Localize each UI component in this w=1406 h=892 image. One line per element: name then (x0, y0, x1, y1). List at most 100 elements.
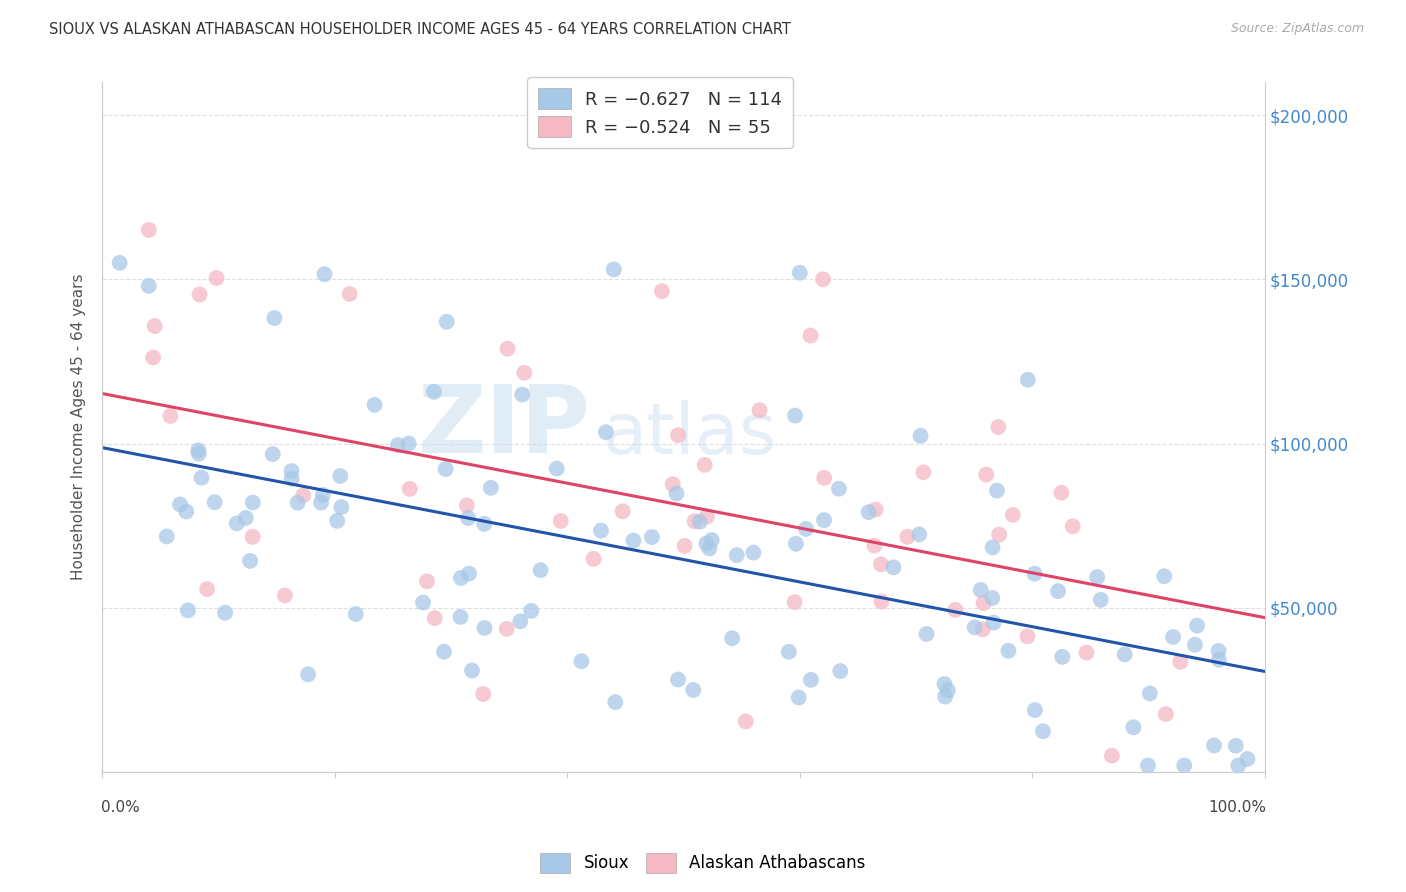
Point (983, 615, 1005, 630)
Point (479, 481, 502, 495)
Point (529, 563, 551, 577)
Point (550, 514, 572, 528)
Point (651, 284, 673, 298)
Point (274, 589, 297, 603)
Point (665, 486, 688, 500)
Point (981, 591, 1004, 605)
Text: ZIP: ZIP (418, 381, 591, 473)
Point (330, 500, 353, 514)
Text: 0.0%: 0.0% (101, 800, 139, 814)
Point (641, 530, 664, 544)
Point (799, 328, 821, 343)
Point (472, 516, 495, 531)
Point (870, 558, 893, 572)
Point (546, 461, 568, 475)
Point (242, 530, 264, 544)
Point (908, 527, 931, 541)
Point (1236, 752, 1258, 766)
Point (742, 546, 765, 560)
Point (495, 622, 517, 636)
Point (195, 582, 218, 596)
Point (1168, 655, 1191, 669)
Point (936, 683, 959, 698)
Point (748, 403, 770, 417)
Point (1024, 703, 1046, 717)
Point (1076, 646, 1098, 660)
Point (811, 272, 834, 286)
Point (138, 223, 160, 237)
Point (896, 530, 918, 544)
Point (700, 533, 723, 547)
Point (1032, 724, 1054, 739)
Point (177, 603, 200, 617)
Point (1208, 653, 1230, 667)
Point (456, 499, 478, 513)
Point (1085, 570, 1108, 584)
Point (981, 541, 1004, 555)
Point (1017, 373, 1039, 387)
Point (721, 632, 744, 646)
Point (1202, 739, 1225, 753)
Point (589, 524, 612, 538)
Point (666, 673, 689, 687)
Point (363, 398, 385, 412)
Point (882, 560, 904, 574)
Point (813, 471, 835, 485)
Point (1136, 758, 1159, 772)
Point (1052, 649, 1074, 664)
Legend: R = −0.627   N = 114, R = −0.524   N = 55: R = −0.627 N = 114, R = −0.524 N = 55 (527, 78, 793, 148)
Point (973, 596, 995, 610)
Point (510, 387, 533, 401)
Point (1101, 748, 1123, 763)
Point (423, 611, 446, 625)
Point (235, 511, 257, 525)
Point (239, 554, 262, 568)
Point (1017, 629, 1039, 643)
Point (520, 604, 543, 618)
Point (280, 472, 302, 486)
Point (142, 351, 165, 365)
Point (623, 533, 645, 548)
Point (329, 469, 352, 483)
Point (159, 409, 181, 423)
Point (582, 552, 605, 566)
Point (800, 673, 823, 687)
Point (1050, 485, 1073, 500)
Point (450, 571, 472, 585)
Point (263, 311, 285, 326)
Point (339, 287, 361, 301)
Point (683, 514, 706, 528)
Point (934, 690, 956, 704)
Point (292, 488, 315, 502)
Point (934, 677, 956, 691)
Point (858, 505, 880, 519)
Point (436, 315, 458, 329)
Point (915, 627, 938, 641)
Point (297, 667, 319, 681)
Point (1208, 644, 1230, 658)
Point (156, 529, 179, 543)
Point (969, 582, 991, 597)
Point (666, 428, 689, 442)
Point (1114, 648, 1136, 662)
Point (423, 384, 446, 399)
Point (870, 594, 893, 608)
Point (1062, 519, 1084, 533)
Point (612, 504, 634, 518)
Point (1139, 686, 1161, 700)
Point (398, 482, 420, 496)
Point (785, 537, 807, 551)
Point (1090, 592, 1112, 607)
Point (986, 483, 1008, 498)
Point (458, 566, 481, 581)
Point (214, 606, 236, 620)
Point (387, 438, 409, 452)
Y-axis label: Householder Income Ages 45 - 64 years: Householder Income Ages 45 - 64 years (72, 274, 86, 581)
Point (1001, 508, 1024, 522)
Point (595, 425, 617, 440)
Point (673, 539, 696, 553)
Point (778, 645, 800, 659)
Point (314, 267, 336, 281)
Point (474, 621, 496, 635)
Point (509, 615, 531, 629)
